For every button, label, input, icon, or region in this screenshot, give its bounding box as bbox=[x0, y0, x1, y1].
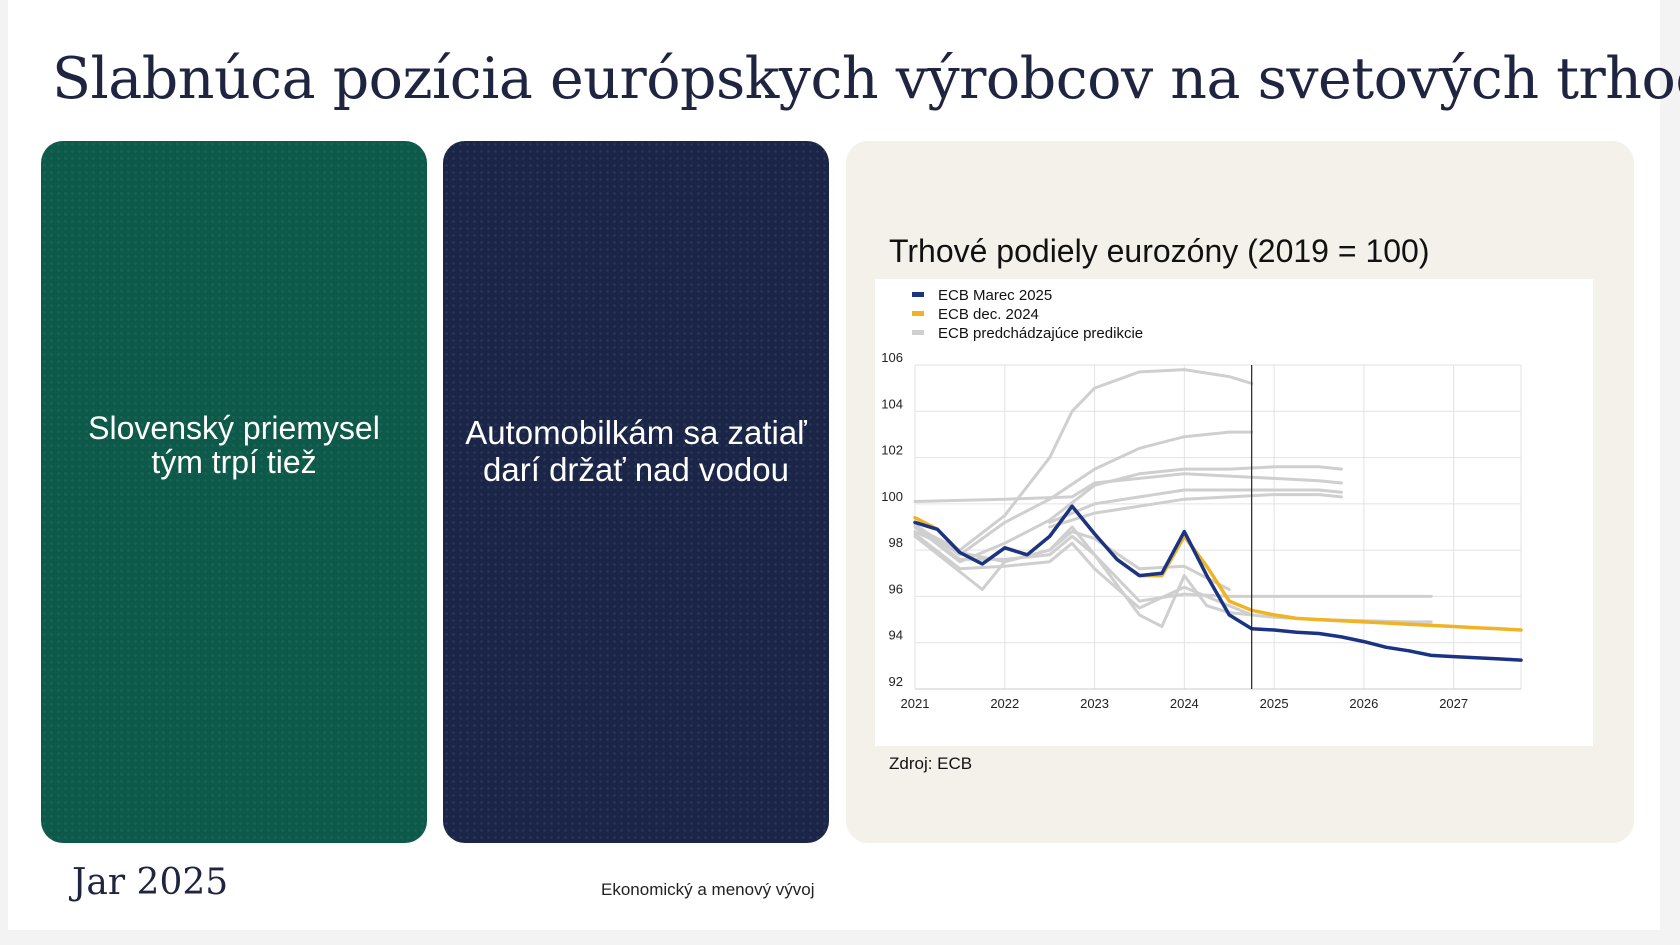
previous-projection-line bbox=[913, 532, 1254, 617]
y-tick-label: 104 bbox=[881, 396, 903, 411]
previous-projection-line bbox=[913, 368, 1254, 552]
legend-swatch bbox=[912, 311, 924, 316]
series-line-ecb-dec-2024 bbox=[913, 504, 1523, 632]
footer-caption: Ekonomický a menový vývoj bbox=[601, 880, 815, 899]
y-tick-label: 106 bbox=[881, 350, 903, 365]
x-tick-label: 2021 bbox=[901, 696, 930, 711]
y-tick-label: 96 bbox=[889, 581, 903, 596]
series-line-ecb-march-2025 bbox=[913, 504, 1523, 662]
previous-projection-line bbox=[913, 530, 1231, 591]
y-tick-label: 94 bbox=[889, 628, 903, 643]
previous-projection-line bbox=[913, 430, 1254, 557]
x-tick-label: 2025 bbox=[1260, 696, 1289, 711]
plot-box: 92 94 96 98 100 102 104 106 2021 2022 2023 2024 2025… bbox=[875, 279, 1593, 746]
legend-label: ECB Marec 2025 bbox=[938, 287, 1052, 304]
navy-panel-text: Automobilkám sa zatiaľ darí držať nad vo… bbox=[465, 414, 807, 488]
x-tick-label: 2023 bbox=[1080, 696, 1109, 711]
green-text-panel: Slovenský priemysel tým trpí tiež bbox=[41, 141, 427, 843]
source-note: Zdroj: ECB bbox=[889, 754, 973, 773]
y-tick-label: 98 bbox=[889, 535, 903, 550]
x-tick-label: 2027 bbox=[1439, 696, 1468, 711]
x-tick-label: 2022 bbox=[990, 696, 1019, 711]
x-tick-label: 2024 bbox=[1170, 696, 1199, 711]
y-tick-label: 100 bbox=[881, 489, 903, 504]
chart-title: Trhové podiely eurozóny (2019 = 100) bbox=[889, 233, 1430, 269]
legend-label: ECB dec. 2024 bbox=[938, 306, 1039, 323]
slide-title: Slabnúca pozícia európskych výrobcov na … bbox=[52, 46, 1680, 112]
previous-projection-line bbox=[913, 465, 1343, 564]
previous-projection-line bbox=[1048, 493, 1343, 529]
previous-projection-line bbox=[913, 472, 1343, 503]
navy-text-panel: Automobilkám sa zatiaľ darí držať nad vo… bbox=[443, 141, 829, 843]
slide: Slabnúca pozícia európskych výrobcov na … bbox=[8, 0, 1680, 930]
chart-panel: Trhové podiely eurozóny (2019 = 100) 92 9… bbox=[846, 141, 1634, 843]
legend-swatch bbox=[912, 330, 924, 335]
market-share-chart: 92 94 96 98 100 102 104 106 2021 2022 2023 2024 2025… bbox=[881, 287, 1523, 711]
footer-date: Jar 2025 bbox=[72, 862, 229, 903]
previous-projection-line bbox=[913, 525, 1433, 603]
legend-swatch bbox=[912, 292, 924, 297]
y-tick-label: 102 bbox=[881, 443, 903, 458]
previous-projection-line bbox=[1048, 488, 1343, 524]
x-tick-label: 2026 bbox=[1349, 696, 1378, 711]
y-tick-label: 92 bbox=[889, 674, 903, 689]
legend-label: ECB predchádzajúce predikcie bbox=[938, 325, 1143, 342]
green-panel-text: Slovenský priemysel tým trpí tiež bbox=[88, 410, 380, 480]
